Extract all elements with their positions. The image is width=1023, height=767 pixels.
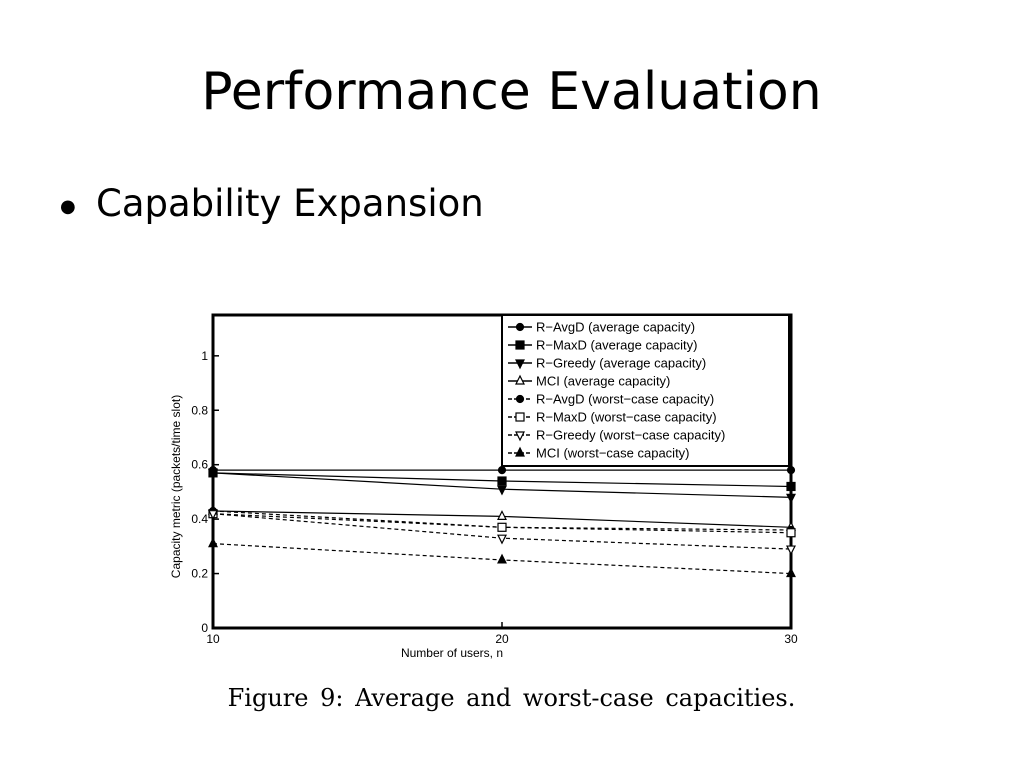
capacity-chart: 0 0.2 0.4 0.6 0.8 1 10 20 30 Number of users, n Ca… <box>169 313 798 660</box>
legend-marker <box>515 340 525 350</box>
data-point-series-1 <box>497 466 507 475</box>
bullet-dot-icon: ● <box>60 196 76 217</box>
legend-label: MCI (worst−case capacity) <box>536 446 690 461</box>
y-tick-label: 0 <box>201 621 208 635</box>
legend-label: R−Greedy (average capacity) <box>536 356 706 371</box>
y-tick-label: 1 <box>201 349 208 363</box>
data-point-series-8 <box>208 537 218 548</box>
legend-box <box>501 314 790 467</box>
data-point-series-6 <box>497 522 507 532</box>
data-point-series-8 <box>497 553 507 564</box>
legend-marker <box>515 431 525 442</box>
x-axis-label: Number of users, n <box>401 646 503 660</box>
x-tick-label: 30 <box>784 632 798 646</box>
data-point-series-3 <box>786 493 796 504</box>
y-tick-label: 0.2 <box>191 567 208 581</box>
legend-marker <box>515 446 525 457</box>
data-point-series-1 <box>786 466 796 475</box>
legend-label: R−MaxD (worst−case capacity) <box>536 410 717 425</box>
legend-marker <box>515 412 525 422</box>
legend-label: MCI (average capacity) <box>536 374 670 389</box>
legend-marker <box>515 322 525 332</box>
data-point-series-7 <box>497 534 507 545</box>
data-point-series-2 <box>497 476 507 486</box>
data-point-series-7 <box>786 545 796 556</box>
data-point-series-2 <box>786 481 796 492</box>
legend-label: R−Greedy (worst−case capacity) <box>536 428 725 443</box>
legend-label: R−MaxD (average capacity) <box>536 338 697 353</box>
y-axis-label: Capacity metric (packets/time slot) <box>169 395 183 578</box>
x-tick-label: 10 <box>206 632 220 646</box>
figure-caption: Figure 9: Average and worst-case capacit… <box>227 684 796 712</box>
legend-marker <box>515 359 525 370</box>
data-point-series-8 <box>786 567 796 578</box>
slide-title: Performance Evaluation <box>201 62 822 122</box>
y-tick-label: 0.6 <box>191 458 208 472</box>
data-point-series-3 <box>208 469 218 480</box>
bullet-text: Capability Expansion <box>96 182 484 225</box>
data-point-series-7 <box>208 510 218 521</box>
y-tick-label: 0.4 <box>191 512 208 526</box>
legend-label: R−AvgD (average capacity) <box>536 320 695 335</box>
x-tick-label: 20 <box>495 632 509 646</box>
data-point-series-4 <box>497 510 507 521</box>
legend-label: R−AvgD (worst−case capacity) <box>536 392 714 407</box>
legend-marker <box>515 394 525 404</box>
legend-marker <box>515 374 525 385</box>
y-tick-label: 0.8 <box>191 403 208 417</box>
data-point-series-3 <box>497 485 507 496</box>
data-point-series-6 <box>786 528 796 538</box>
